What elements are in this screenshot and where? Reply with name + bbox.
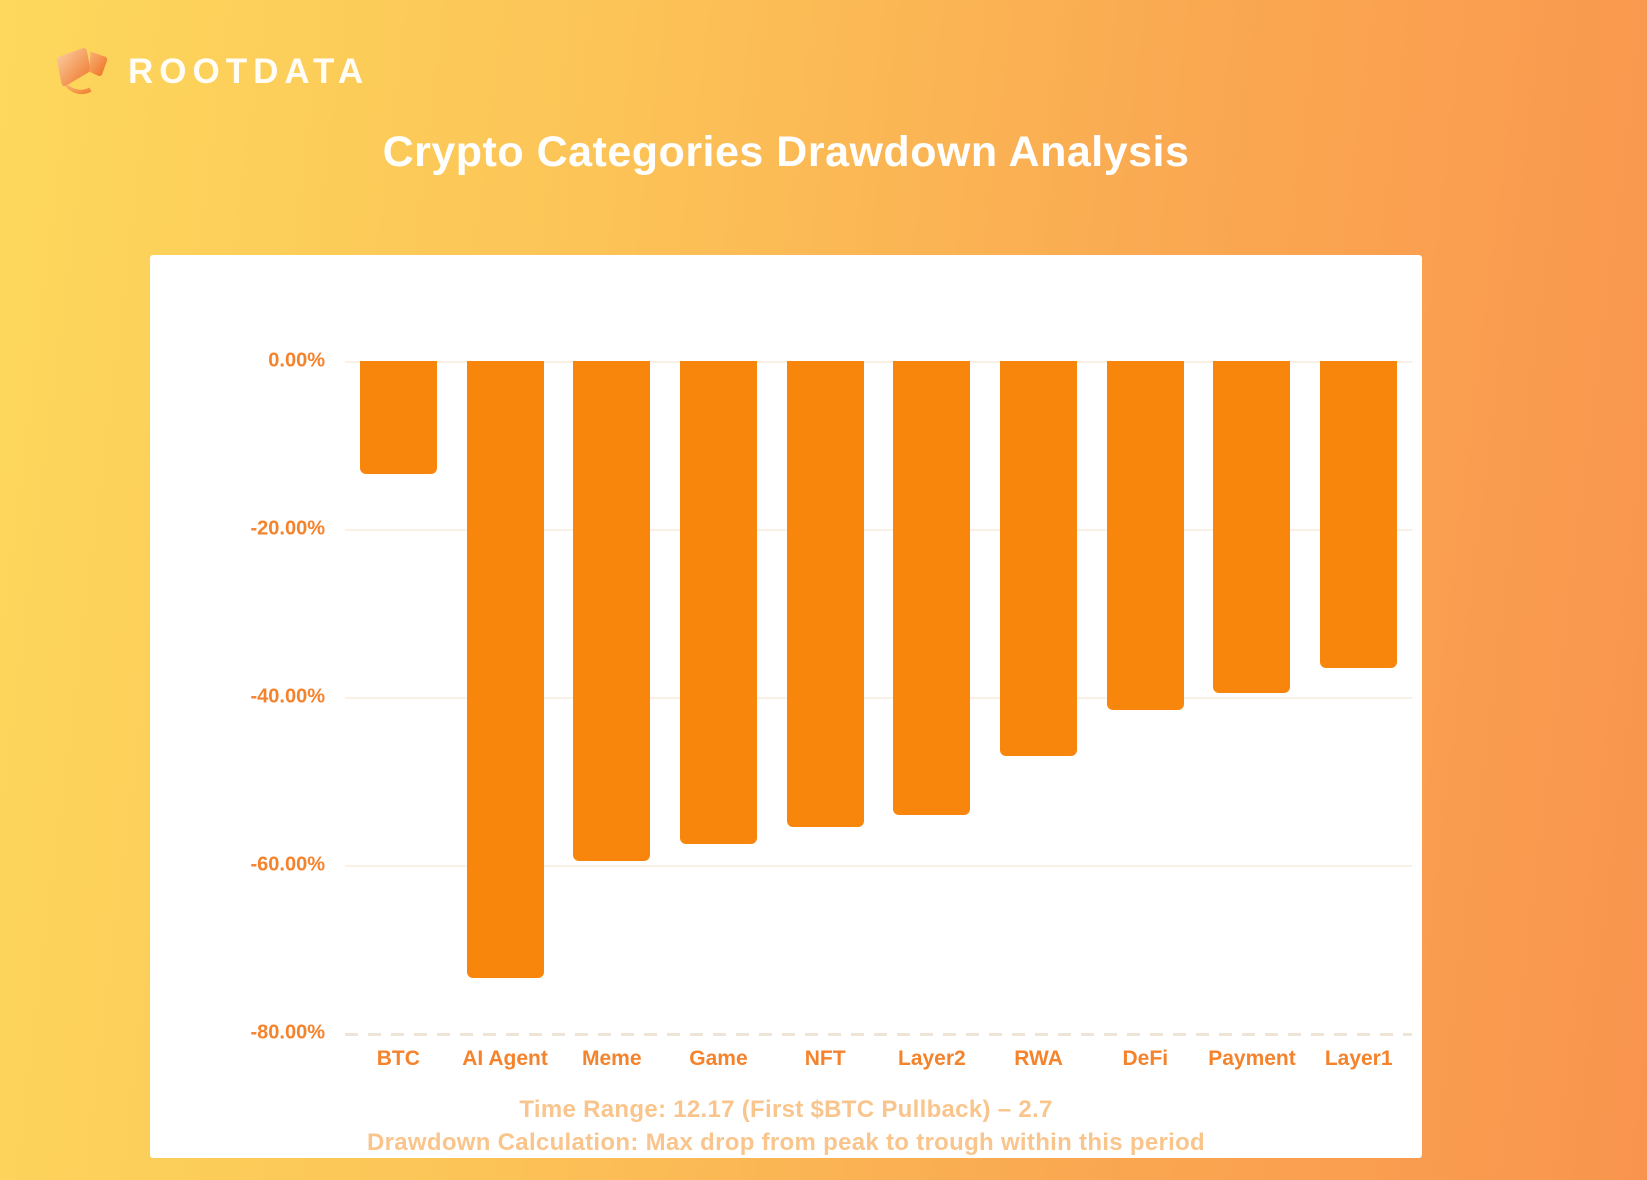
bar-ai-agent [466, 361, 544, 979]
y-tick--60.00: -60.00% [250, 853, 326, 876]
chart-card: 0.00% -20.00% -40.00% -60.00% -80.00% BTC AI … [150, 255, 1422, 1158]
bar-slot-game [665, 361, 772, 1033]
rootdata-logo: ROOTDATA [50, 42, 369, 102]
bar-meme [573, 361, 651, 861]
bar-nft [786, 361, 864, 828]
footer-drawdown-calculation: Drawdown Calculation: Max drop from peak… [366, 1129, 1206, 1156]
bar-layer1 [1320, 361, 1398, 668]
gridline--20.00 [345, 529, 1412, 531]
bar-slot-ai-agent [452, 361, 559, 1033]
bar-slot-meme [558, 361, 665, 1033]
bar-slot-defi [1092, 361, 1199, 1033]
y-axis: 0.00% -20.00% -40.00% -60.00% -80.00% [150, 350, 333, 1044]
x-label-ai-agent: AI Agent [462, 1047, 548, 1070]
bar-btc [359, 361, 437, 475]
rootdata-logo-text: ROOTDATA [128, 52, 370, 91]
bar-slot-layer2 [879, 361, 986, 1033]
bar-chart-plot-area [345, 361, 1412, 1036]
bar-slot-btc [345, 361, 452, 1033]
bar-slot-payment [1199, 361, 1306, 1033]
gridline--60.00 [345, 865, 1412, 867]
bar-rwa [1000, 361, 1078, 756]
x-label-layer1: Layer1 [1324, 1047, 1393, 1070]
page-title: Crypto Categories Drawdown Analysis [382, 128, 1190, 176]
footer-time-range: Time Range: 12.17 (First $BTC Pullback) … [519, 1096, 1053, 1123]
bar-slot-nft [772, 361, 879, 1033]
x-label-layer2: Layer2 [898, 1047, 966, 1070]
x-axis-labels: BTC AI Agent Meme Game NFT Layer2 RWA DeFi Payme… [345, 1047, 1412, 1071]
y-tick-0.00: 0.00% [268, 349, 325, 372]
bar-defi [1106, 361, 1184, 710]
x-label-defi: DeFi [1122, 1047, 1169, 1070]
x-label-btc: BTC [376, 1047, 420, 1070]
x-label-nft: NFT [804, 1047, 846, 1070]
bar-payment [1213, 361, 1291, 693]
bar-row [345, 361, 1412, 1033]
bar-slot-rwa [985, 361, 1092, 1033]
gridline-0.00 [345, 361, 1412, 363]
y-tick--20.00: -20.00% [250, 517, 326, 540]
x-label-meme: Meme [581, 1047, 642, 1070]
chart-footer: Time Range: 12.17 (First $BTC Pullback) … [150, 1093, 1422, 1158]
x-label-game: Game [689, 1047, 748, 1070]
y-tick--80.00: -80.00% [250, 1021, 326, 1044]
baseline-dashed-gridline [345, 1033, 1412, 1036]
bar-slot-layer1 [1305, 361, 1412, 1033]
bar-layer2 [893, 361, 971, 815]
gridline--40.00 [345, 697, 1412, 699]
y-tick--40.00: -40.00% [250, 685, 326, 708]
x-label-rwa: RWA [1014, 1047, 1063, 1070]
rootdata-logo-icon [56, 47, 108, 95]
bar-game [679, 361, 757, 844]
x-label-payment: Payment [1208, 1047, 1296, 1070]
